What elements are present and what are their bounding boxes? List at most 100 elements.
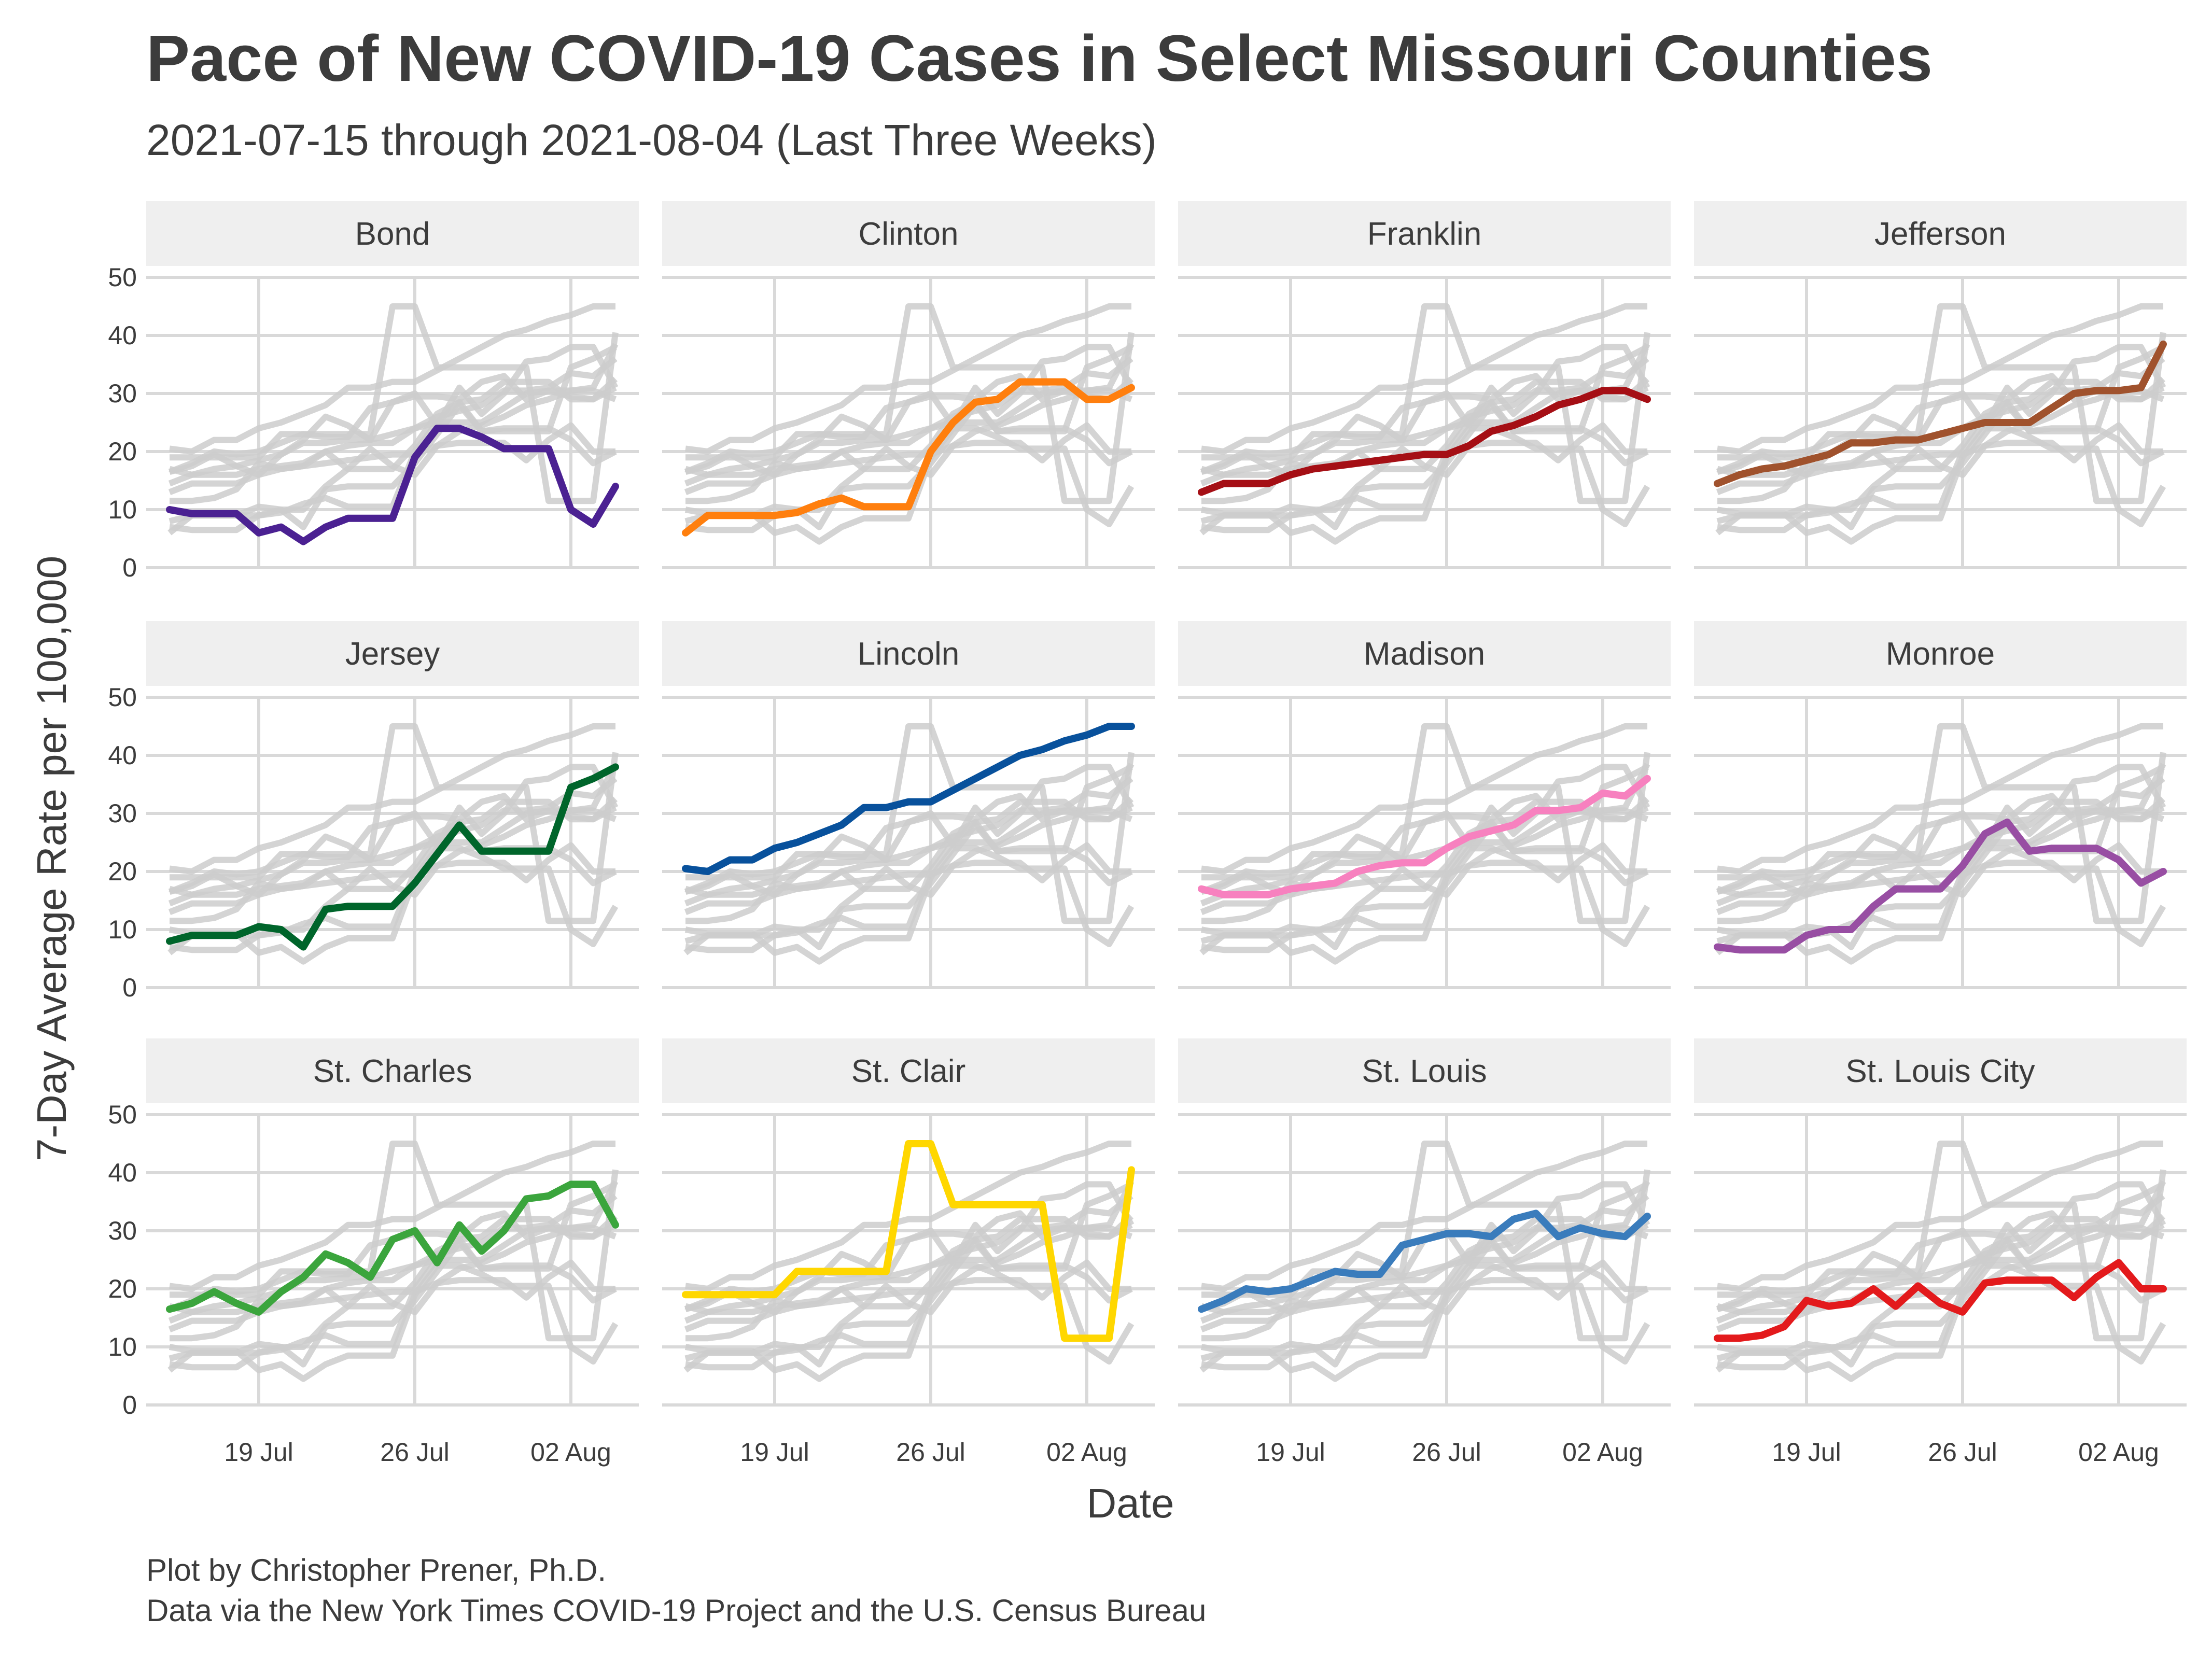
x-tick-label: 02 Aug bbox=[1046, 1438, 1127, 1467]
x-axis-title: Date bbox=[1086, 1480, 1174, 1526]
facet-label: Clinton bbox=[859, 216, 959, 252]
facet-panel: St. Louis City 19 Jul 26 Jul 02 Aug bbox=[1694, 1038, 2187, 1467]
facet-panel: Franklin bbox=[1178, 201, 1671, 569]
x-tick-label: 02 Aug bbox=[530, 1438, 611, 1467]
highlight-series-line bbox=[1198, 1210, 1651, 1313]
highlight-series-line bbox=[1714, 1259, 2167, 1342]
background-series-line bbox=[169, 1141, 615, 1292]
y-tick-label: 50 bbox=[108, 263, 137, 292]
y-tick-label: 30 bbox=[108, 379, 137, 408]
background-series-line bbox=[1201, 1141, 1647, 1292]
background-series-line bbox=[169, 723, 615, 875]
y-tick-label: 10 bbox=[108, 915, 137, 944]
facet-label: Madison bbox=[1364, 636, 1485, 672]
y-tick-label: 10 bbox=[108, 1332, 137, 1361]
y-tick-label: 10 bbox=[108, 495, 137, 524]
facet-panel: Monroe bbox=[1694, 621, 2187, 989]
facet-strip bbox=[1178, 1038, 1671, 1103]
caption: Plot by Christopher Prener, Ph.D. Data v… bbox=[146, 1550, 1206, 1631]
background-series-line bbox=[1200, 1193, 1649, 1315]
background-series-line bbox=[1716, 1193, 2165, 1315]
background-series-line bbox=[1200, 373, 1650, 475]
background-series-line bbox=[1201, 723, 1650, 924]
y-tick-label: 40 bbox=[108, 1158, 137, 1187]
background-series-line bbox=[1716, 793, 2166, 895]
background-series-line bbox=[1717, 1141, 2166, 1342]
facet-strip bbox=[1178, 201, 1671, 266]
facet-panel: Clinton bbox=[662, 201, 1155, 569]
caption-line: Plot by Christopher Prener, Ph.D. bbox=[146, 1553, 607, 1587]
facet-panel: St. Louis 19 Jul 26 Jul 02 Aug bbox=[1178, 1038, 1671, 1467]
facet-panel: Jersey 0 10 20 30 40 50 bbox=[108, 621, 639, 1002]
highlight-series-line bbox=[166, 763, 619, 951]
chart-subtitle: 2021-07-15 through 2021-08-04 (Last Thre… bbox=[146, 116, 1157, 164]
caption-line: Data via the New York Times COVID-19 Pro… bbox=[146, 1593, 1207, 1628]
y-tick-label: 0 bbox=[122, 973, 137, 1002]
facet-strip bbox=[146, 621, 639, 686]
background-series-line bbox=[170, 1259, 615, 1342]
background-series-line bbox=[1201, 1141, 1650, 1342]
background-series-line bbox=[170, 303, 619, 504]
facet-strip bbox=[1178, 621, 1671, 686]
highlight-series-line bbox=[166, 425, 619, 545]
x-tick-label: 26 Jul bbox=[1412, 1438, 1481, 1467]
background-series-line bbox=[1717, 723, 2166, 924]
highlight-series-line bbox=[1714, 818, 2167, 954]
facet-label: Lincoln bbox=[858, 636, 959, 672]
background-series-line bbox=[1201, 1259, 1647, 1342]
facet-panel: Jefferson bbox=[1694, 201, 2187, 569]
background-series-line bbox=[168, 793, 618, 895]
x-tick-label: 26 Jul bbox=[896, 1438, 965, 1467]
facet-label: Bond bbox=[355, 216, 430, 252]
background-series-line bbox=[169, 356, 618, 478]
background-series-line bbox=[685, 723, 1135, 924]
background-series-line bbox=[685, 303, 1131, 455]
background-series-line bbox=[170, 842, 615, 924]
background-series-line bbox=[1201, 723, 1647, 875]
x-tick-label: 26 Jul bbox=[380, 1438, 449, 1467]
x-tick-label: 19 Jul bbox=[1256, 1438, 1325, 1467]
y-tick-label: 0 bbox=[122, 553, 137, 582]
highlight-series-line bbox=[1714, 340, 2167, 487]
background-series-line bbox=[169, 303, 615, 455]
background-series-line bbox=[170, 1141, 619, 1342]
highlight-series-line bbox=[1198, 387, 1651, 496]
background-series-line bbox=[1201, 842, 1647, 924]
background-series-line bbox=[1716, 1210, 2166, 1312]
y-tick-label: 50 bbox=[108, 1100, 137, 1129]
y-tick-label: 30 bbox=[108, 1216, 137, 1245]
background-series-line bbox=[1717, 723, 2163, 875]
background-series-line bbox=[684, 373, 1134, 475]
x-tick-label: 19 Jul bbox=[1772, 1438, 1841, 1467]
background-series-line bbox=[1201, 303, 1647, 455]
background-series-line bbox=[685, 422, 1131, 504]
facet-label: St. Charles bbox=[313, 1053, 472, 1089]
facet-strip bbox=[146, 1038, 639, 1103]
facet-panel: Bond 0 10 20 30 40 50 bbox=[108, 201, 639, 582]
highlight-series-line bbox=[682, 1140, 1135, 1342]
background-series-line bbox=[685, 1141, 1131, 1292]
highlight-series-line bbox=[682, 723, 1135, 875]
x-tick-label: 02 Aug bbox=[2078, 1438, 2159, 1467]
facet-panel: Lincoln bbox=[662, 621, 1155, 989]
facet-label: Jefferson bbox=[1874, 216, 2006, 252]
x-tick-label: 02 Aug bbox=[1562, 1438, 1643, 1467]
background-series-line bbox=[1717, 303, 2163, 455]
highlight-series-line bbox=[682, 378, 1135, 537]
y-tick-label: 20 bbox=[108, 437, 137, 466]
y-tick-label: 40 bbox=[108, 741, 137, 770]
facet-panel: St. Clair 19 Jul 26 Jul 02 Aug bbox=[662, 1038, 1155, 1467]
background-series-line bbox=[685, 303, 1135, 504]
facet-label: Jersey bbox=[345, 636, 440, 672]
background-series-line bbox=[685, 842, 1131, 924]
background-series-line bbox=[169, 776, 618, 898]
facet-strip bbox=[146, 201, 639, 266]
x-tick-label: 19 Jul bbox=[740, 1438, 809, 1467]
background-series-line bbox=[1717, 422, 2163, 504]
facet-label: St. Clair bbox=[851, 1053, 965, 1089]
y-tick-label: 30 bbox=[108, 799, 137, 828]
background-series-line bbox=[1200, 793, 1650, 895]
background-series-line bbox=[684, 1193, 1133, 1315]
